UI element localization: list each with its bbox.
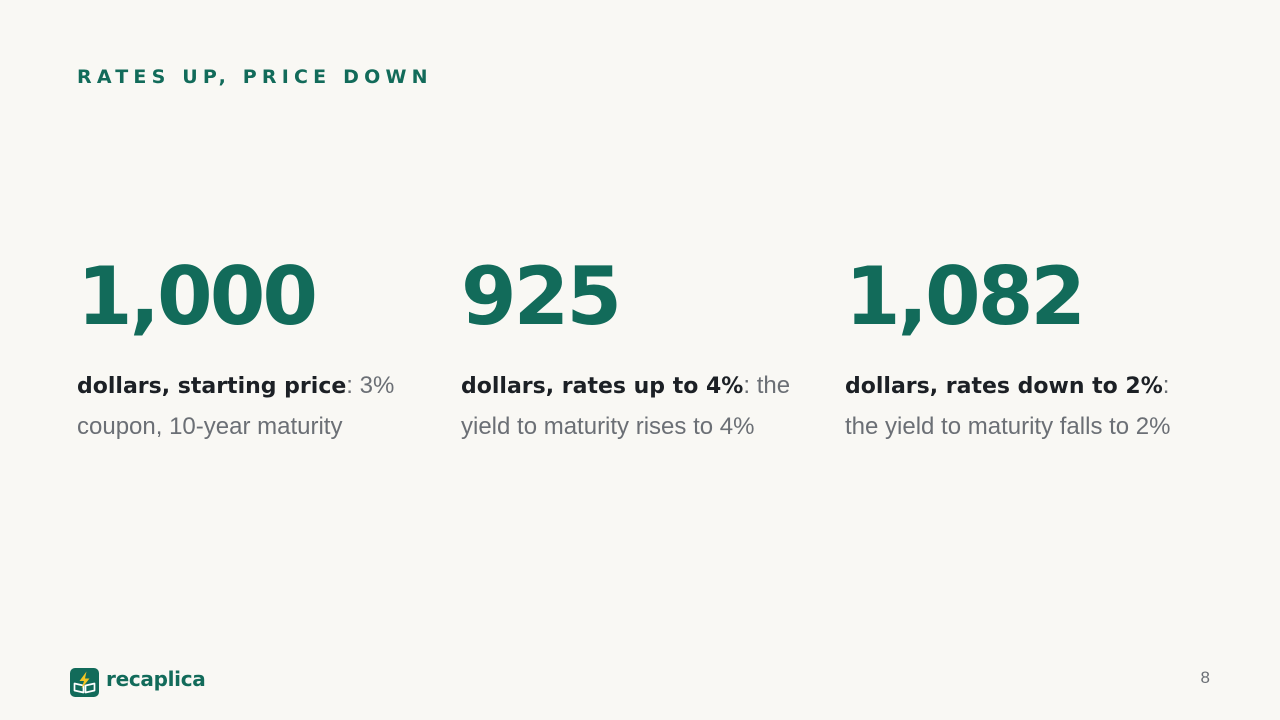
stat-caption-detail: : the yield to maturity falls to 2% bbox=[845, 372, 1171, 440]
stat-value: 1,000 bbox=[77, 250, 318, 343]
stat-caption-detail: : 3% coupon, 10-year maturity bbox=[77, 372, 395, 440]
stat-rates-up: 925 dollars, rates up to 4%: the yield t… bbox=[461, 252, 845, 447]
stat-caption: dollars, rates down to 2%: the yield to … bbox=[845, 366, 1185, 447]
stat-value: 1,082 bbox=[845, 250, 1086, 343]
stat-caption: dollars, rates up to 4%: the yield to ma… bbox=[461, 366, 801, 447]
stat-caption-lead: dollars, starting price bbox=[77, 374, 347, 399]
stat-rates-down: 1,082 dollars, rates down to 2%: the yie… bbox=[845, 252, 1229, 447]
brand-name: recaplica bbox=[106, 666, 206, 691]
brand: recaplica bbox=[70, 666, 206, 697]
lightning-book-icon bbox=[70, 668, 99, 697]
slide-eyebrow: RATES UP, PRICE DOWN bbox=[77, 66, 433, 88]
page-number: 8 bbox=[1200, 668, 1210, 687]
stat-starting-price: 1,000 dollars, starting price: 3% coupon… bbox=[77, 252, 461, 447]
stat-caption-lead: dollars, rates down to 2% bbox=[845, 374, 1163, 399]
stat-caption-detail: : the yield to maturity rises to 4% bbox=[461, 372, 791, 440]
stats-row: 1,000 dollars, starting price: 3% coupon… bbox=[77, 252, 1229, 447]
stat-caption: dollars, starting price: 3% coupon, 10-y… bbox=[77, 366, 417, 447]
stat-value: 925 bbox=[461, 250, 622, 343]
stat-caption-lead: dollars, rates up to 4% bbox=[461, 374, 744, 399]
